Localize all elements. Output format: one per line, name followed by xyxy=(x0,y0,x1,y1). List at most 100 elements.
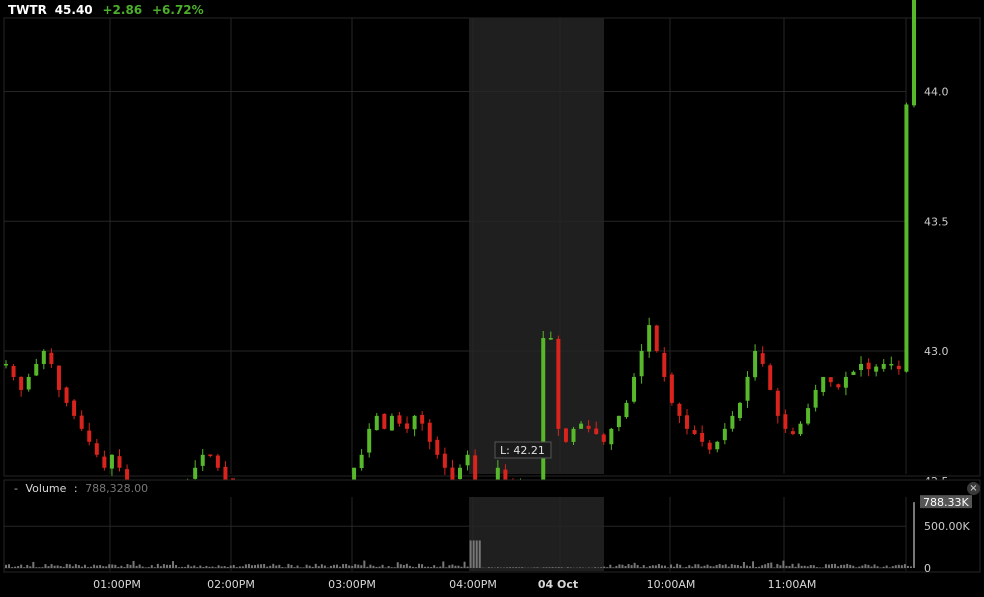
volume-bar xyxy=(891,566,894,568)
volume-bar xyxy=(463,561,466,568)
volume-bar xyxy=(150,565,153,568)
volume-bar xyxy=(439,566,442,568)
volume-bar xyxy=(199,565,202,568)
volume-bar xyxy=(317,566,320,568)
price-y-tick-label: 43.5 xyxy=(924,215,949,228)
volume-panel: 0 500.00K 788.33K xyxy=(3,479,981,575)
volume-bar xyxy=(5,564,7,568)
candle-body xyxy=(692,430,697,435)
volume-bar xyxy=(745,565,748,568)
volume-bar xyxy=(360,565,363,568)
low-label-tag: L: 42.21 xyxy=(494,441,552,459)
volume-bar xyxy=(357,564,360,568)
extended-hours-shade xyxy=(469,18,604,474)
volume-bar xyxy=(369,564,372,568)
volume-bar xyxy=(727,566,730,568)
volume-bar xyxy=(688,565,691,568)
volume-bar xyxy=(326,567,329,568)
volume-bar xyxy=(679,564,682,568)
candle-body xyxy=(49,352,54,364)
candle-body xyxy=(102,456,107,468)
volume-bar xyxy=(697,564,700,568)
volume-bar xyxy=(120,565,123,568)
candle-body xyxy=(541,338,546,513)
candle-body xyxy=(874,366,879,372)
x-axis-tick-label: 02:00PM xyxy=(207,578,255,591)
volume-bar xyxy=(29,566,32,568)
volume-bar xyxy=(794,566,797,568)
close-icon[interactable]: × xyxy=(967,482,980,495)
candle-body xyxy=(87,430,92,442)
volume-bar xyxy=(226,567,229,568)
volume-bar xyxy=(724,564,727,568)
volume-last-badge: 788.33K xyxy=(920,495,972,509)
candle-body xyxy=(72,400,77,416)
volume-bar xyxy=(673,566,676,568)
volume-bar xyxy=(903,564,906,568)
candle-body xyxy=(26,376,31,390)
volume-bar xyxy=(175,565,178,568)
volume-bar xyxy=(90,566,93,568)
candle-body xyxy=(397,415,402,424)
volume-bar xyxy=(846,563,849,568)
volume-bar xyxy=(557,567,560,568)
volume-bar xyxy=(615,565,618,568)
candle-body xyxy=(912,0,916,106)
volume-bar xyxy=(812,565,815,568)
volume-bar xyxy=(293,567,296,568)
volume-bar xyxy=(755,566,758,568)
candle-body xyxy=(715,441,720,450)
volume-bar xyxy=(235,567,238,568)
candle-body xyxy=(662,352,667,377)
volume-bar xyxy=(691,566,694,568)
candle-body xyxy=(359,454,364,469)
volume-bar xyxy=(102,566,105,568)
volume-bar xyxy=(414,567,417,568)
volume-bar xyxy=(269,565,272,568)
volume-bar xyxy=(284,567,287,568)
volume-bar xyxy=(132,560,135,568)
volume-bar xyxy=(153,567,156,568)
volume-bar xyxy=(323,565,326,568)
candle-body xyxy=(473,455,478,494)
candle-body xyxy=(904,104,909,372)
volume-bar xyxy=(311,566,314,568)
volume-bar xyxy=(162,564,165,568)
candle-body xyxy=(109,454,114,469)
volume-bar xyxy=(645,567,648,568)
low-label-box xyxy=(494,441,552,459)
volume-bar xyxy=(141,566,144,568)
x-axis-tick-label: 04:00PM xyxy=(449,578,497,591)
volume-bar xyxy=(496,567,499,568)
volume-bar xyxy=(518,567,521,568)
volume-bar xyxy=(53,565,56,568)
volume-bar xyxy=(147,567,150,568)
volume-bar xyxy=(14,566,17,568)
volume-bar xyxy=(305,564,308,568)
candle-body xyxy=(19,376,24,390)
volume-bar xyxy=(776,563,779,568)
candle-body xyxy=(798,423,803,435)
candle-body xyxy=(563,428,568,442)
volume-bar xyxy=(336,564,339,568)
time-axis: 01:00PM 02:00PM 03:00PM 04:00PM 04 Oct 10:00A… xyxy=(93,578,816,591)
volume-bar xyxy=(469,540,472,568)
volume-bar xyxy=(566,567,569,568)
volume-bar xyxy=(287,563,290,568)
volume-bar xyxy=(545,567,548,568)
volume-bar xyxy=(739,566,742,568)
volume-bar xyxy=(818,567,821,568)
volume-bar xyxy=(205,565,208,568)
volume-bar xyxy=(888,567,891,568)
volume-bar xyxy=(202,567,205,568)
volume-bar xyxy=(366,566,369,568)
volume-bar xyxy=(17,566,20,568)
last-price: 45.40 xyxy=(54,3,93,17)
volume-bar xyxy=(275,565,278,568)
candle-body xyxy=(639,351,644,377)
candle-body xyxy=(200,454,205,466)
volume-bar xyxy=(618,564,621,568)
collapse-icon[interactable]: - xyxy=(14,482,18,495)
volume-bar xyxy=(749,566,752,568)
